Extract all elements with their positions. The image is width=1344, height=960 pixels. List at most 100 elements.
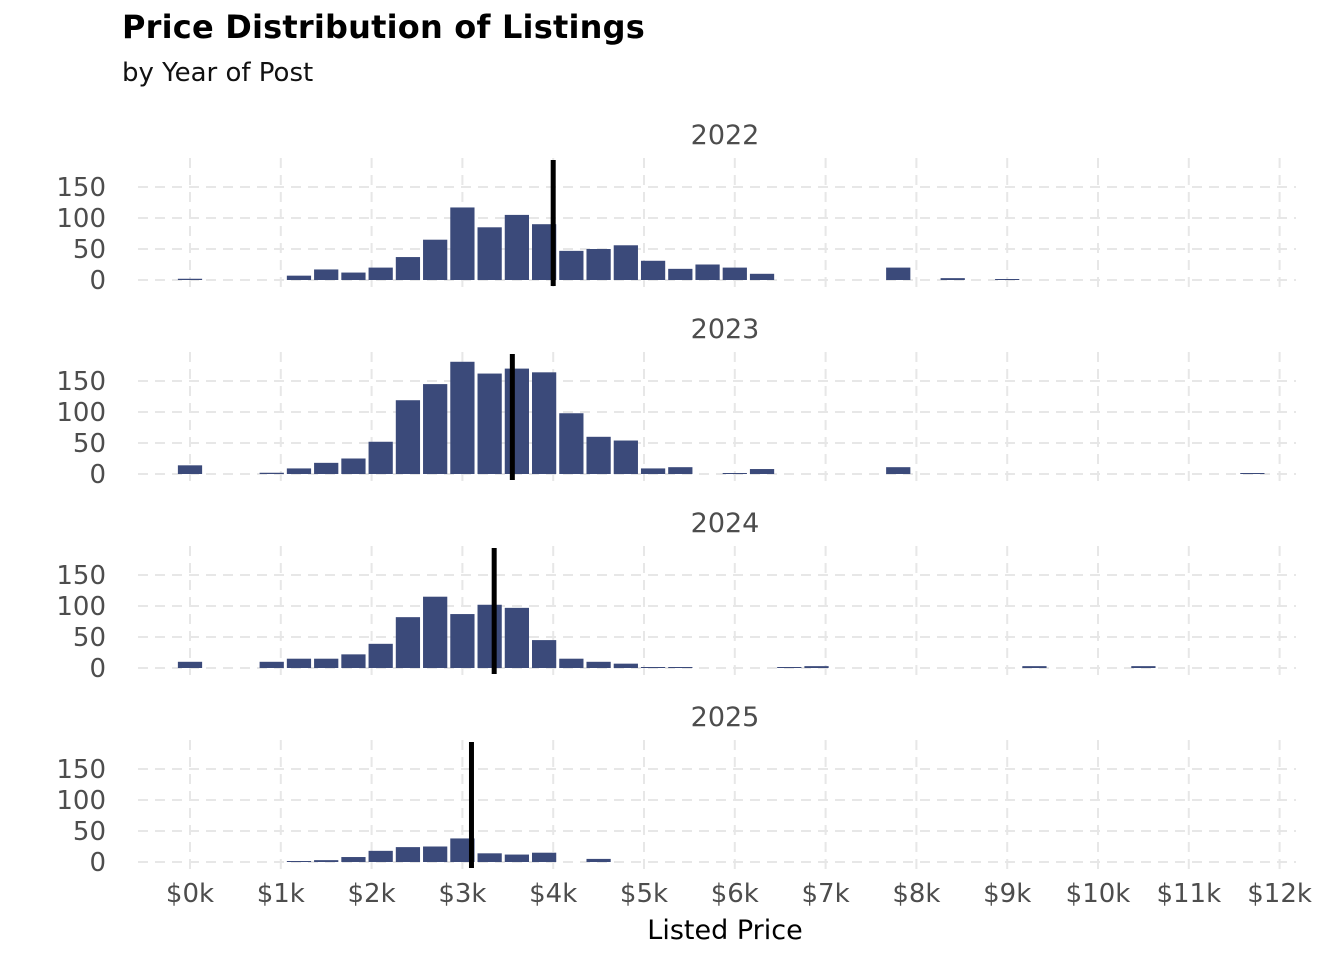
histogram-bar [368,643,393,668]
x-tick-label: $2k [348,879,396,909]
y-tick-label: 150 [56,367,106,397]
histogram-bar [749,469,775,474]
histogram-bar [259,472,284,474]
histogram-bar [586,249,611,280]
histogram-bar [640,468,666,474]
x-tick-label: $1k [257,879,305,909]
histogram-bar [341,857,366,862]
histogram-bar [450,614,475,668]
histogram-bar [749,273,775,280]
facet-label-2024: 2024 [691,508,760,539]
histogram-bar [504,854,529,862]
histogram-bar [477,227,502,280]
histogram-bar [423,384,448,474]
histogram-bar [532,852,557,862]
y-tick-label: 100 [56,592,106,622]
histogram-bar [532,372,557,474]
histogram-bar [886,267,911,280]
histogram-bar [177,278,203,280]
x-tick-label: $12k [1247,879,1312,909]
x-tick-label: $4k [529,879,577,909]
histogram-bar [477,853,502,862]
histogram-bar [423,239,448,280]
histogram-bar [586,858,611,862]
histogram-bar [450,361,475,474]
histogram-bar [804,666,829,668]
facet-label-2025: 2025 [691,702,760,733]
histogram-bar [613,245,638,280]
histogram-bar [341,654,366,668]
histogram-bar [177,465,203,474]
y-tick-label: 50 [73,235,106,265]
y-tick-label: 150 [56,561,106,591]
histogram-bar [477,604,502,668]
y-tick-label: 0 [89,460,106,490]
x-axis-title: Listed Price [647,915,802,946]
histogram-bar [586,436,611,474]
histogram-bar [341,272,366,280]
y-tick-label: 100 [56,786,106,816]
histogram-bar [1022,666,1047,668]
histogram-bar [259,661,284,668]
histogram-bar [886,467,911,474]
histogram-bar [504,368,529,474]
x-tick-label: $0k [166,879,214,909]
histogram-bar [341,458,366,474]
x-axis: $0k $1k $2k $3k $4k $5k $6k $7k $8k $9k $10k $11k $1… [166,879,1312,909]
histogram-bar [450,838,475,862]
y-tick-label: 0 [89,654,106,684]
x-tick-label: $10k [1066,879,1131,909]
y-tick-label: 100 [56,398,106,428]
histogram-bar [532,640,557,668]
histogram-bar [368,267,393,280]
histogram-bar [395,400,421,474]
histogram-bar [368,850,393,862]
histogram-bar [613,663,638,668]
x-tick-label: $9k [983,879,1031,909]
x-tick-label: $8k [892,879,940,909]
histogram-bar [177,661,203,668]
x-tick-label: $11k [1156,879,1221,909]
x-tick-label: $6k [711,879,759,909]
y-tick-label: 0 [89,848,106,878]
chart-subtitle: by Year of Post [122,58,314,88]
histogram-bar [777,667,802,668]
histogram-bar [722,473,747,474]
histogram-bar [314,860,339,862]
x-tick-label: $5k [620,879,668,909]
histogram-bar [559,658,584,668]
histogram-bar [368,441,393,474]
y-tick-label: 100 [56,204,106,234]
histogram-bar [504,214,529,280]
chart-title: Price Distribution of Listings [122,8,645,46]
histogram-bar [722,267,747,280]
histogram-bar [395,257,421,280]
histogram-bar [477,373,502,474]
histogram-bar [395,617,421,668]
histogram-bar [668,467,693,474]
histogram-bar [668,667,693,668]
histogram-bar [504,607,529,668]
histogram-bar [286,861,312,862]
histogram-bar [286,275,312,280]
histogram-bar [640,260,666,280]
y-tick-label: 50 [73,429,106,459]
histogram-bar [995,279,1020,280]
x-tick-label: $3k [438,879,486,909]
y-tick-label: 150 [56,173,106,203]
histogram-bar [695,264,720,280]
histogram-bar [314,269,339,280]
histogram-bar [450,207,475,280]
histogram-bar [940,278,965,280]
histogram-bar [423,846,448,862]
histogram-bar [286,658,312,668]
y-tick-label: 150 [56,755,106,785]
histogram-bar [559,250,584,280]
y-tick-label: 50 [73,817,106,847]
